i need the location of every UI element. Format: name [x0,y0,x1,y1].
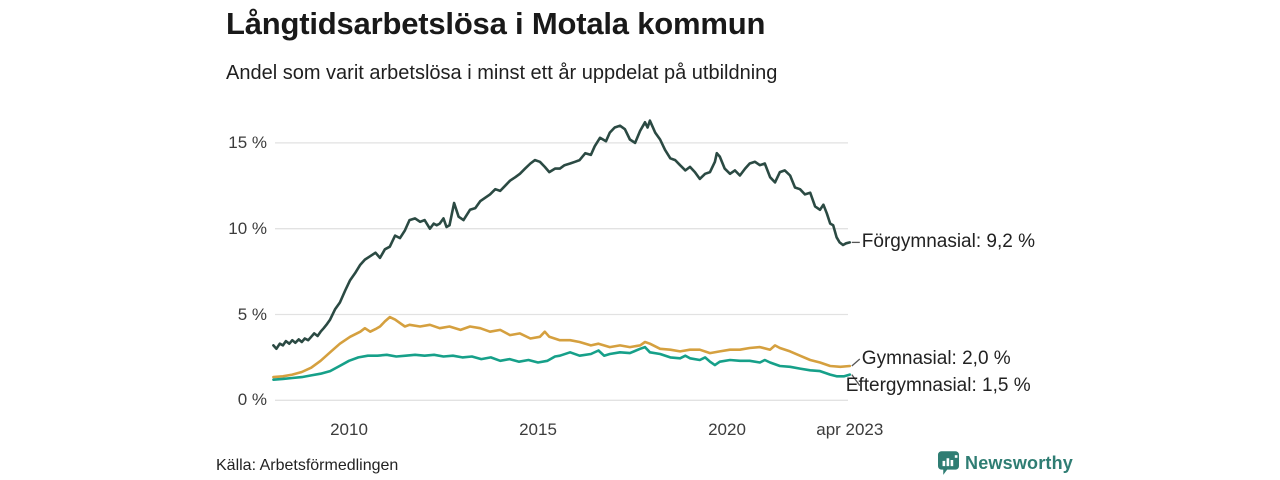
x-tick-apr-2023: apr 2023 [816,420,884,439]
newsworthy-icon [938,451,959,475]
series-label-gymnasial: Gymnasial: 2,0 % [861,348,1011,369]
y-tick-5: 5 % [237,304,267,324]
source-caption: Källa: Arbetsförmedlingen [216,457,399,474]
series-label-förgymnasial: Förgymnasial: 9,2 % [861,231,1035,253]
series-line-förgymnasial [272,119,852,351]
newsworthy-logo: Newsworthy [938,451,1073,476]
label-connector-eftergymnasial [851,374,861,386]
y-tick-0: 0 % [237,390,267,410]
chart-subtitle: Andel som varit arbetslösa i minst ett å… [226,62,778,84]
label-connector-gymnasial [851,358,861,367]
series-line-eftergymnasial [272,345,852,382]
brand-name: Newsworthy [965,453,1074,473]
x-tick-2015: 2015 [519,420,557,439]
y-tick-15: 15 % [228,132,267,152]
chart-title: Långtidsarbetslösa i Motala kommun [226,6,766,41]
series-line-gymnasial [272,315,852,379]
series-label-eftergymnasial: Eftergymnasial: 1,5 % [845,374,1031,396]
y-tick-10: 10 % [228,218,267,238]
x-tick-2020: 2020 [708,420,746,439]
x-tick-2010: 2010 [330,420,368,439]
